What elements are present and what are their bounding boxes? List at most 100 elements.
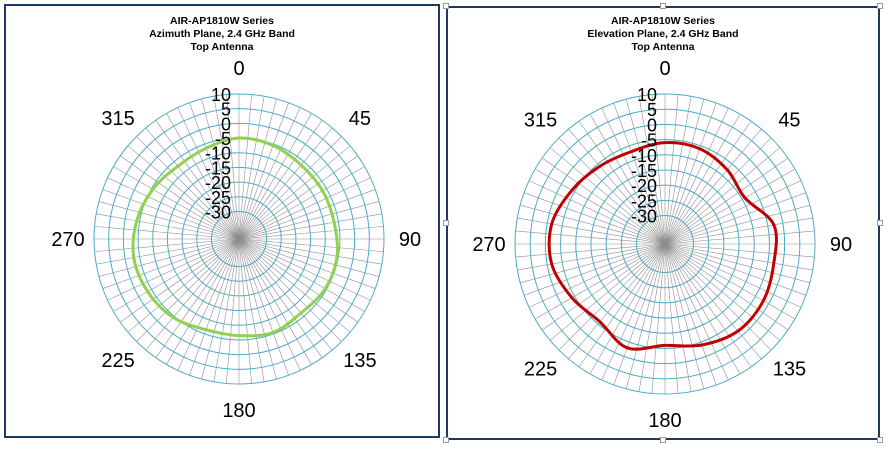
spoke-line [238,238,323,358]
spoke-line [541,243,666,331]
ring-gridlines [93,93,385,385]
angle-label: 90 [830,234,852,256]
chart-title: AIR-AP1810W Series [611,15,715,27]
radial-tick-label: -30 [205,202,231,222]
chart-subtitle-antenna: Top Antenna [190,41,254,53]
spoke-line [664,99,705,245]
resize-handle-left[interactable] [443,220,449,226]
spoke-line [201,98,240,240]
ring-line [210,210,268,268]
spoke-line [107,238,240,301]
spoke-line [664,243,802,308]
radial-tick-label: 5 [221,100,231,120]
resize-handle-right[interactable] [877,220,883,226]
spoke-line [664,120,752,245]
spoke-line [155,238,240,358]
spoke-line [98,238,240,277]
polar-svg: 1050-5-10-15-20-25-300459013518022527031… [51,58,421,422]
spoke-line [238,107,301,240]
radial-tick-label: 0 [647,115,657,135]
spoke-line [578,120,666,245]
spoke-line [127,145,240,240]
spoke-line [664,137,772,245]
spoke-line [664,243,717,386]
spoke-line [145,238,240,351]
spoke-line [238,238,351,333]
spoke-line [568,128,666,245]
spoke-line [226,238,240,384]
chart-title: AIR-AP1810W Series [170,15,274,27]
spoke-line [664,243,729,381]
spoke-line [238,98,277,240]
spoke-line [238,238,333,351]
spoke-line [145,127,240,240]
ring-line [605,184,725,304]
spoke-line [625,243,666,389]
spoke-line [613,102,666,245]
spoke-line [94,238,240,252]
angle-label: 270 [51,229,84,251]
ring-line [620,199,710,289]
ring-gridlines [514,93,816,395]
spoke-line [664,168,796,245]
radial-tick-label: -30 [631,207,657,227]
spoke-line [664,96,692,245]
radial-tick-label: -10 [205,144,231,164]
spoke-line [568,243,666,360]
spoke-line [238,238,252,384]
spoke-line [515,230,666,245]
spoke-line [166,238,240,365]
angle-label: 180 [222,400,255,422]
ring-line [514,93,816,395]
resize-handle-bottom-left[interactable] [443,437,449,443]
angle-label: 0 [659,58,670,80]
spoke-line [589,113,666,245]
spoke-line [664,243,796,320]
series-line [131,136,340,338]
ring-line [529,108,801,380]
spoke-line [238,238,365,312]
polar-svg: 1050-5-10-15-20-25-300459013518022527031… [472,58,852,432]
spoke-line [613,243,666,386]
resize-handle-bottom-right[interactable] [877,437,883,443]
radial-tick-label: -15 [205,158,231,178]
spoke-line [177,107,240,240]
spoke-line [213,96,240,240]
spoke-line [238,177,371,240]
radial-gridlines [94,94,384,384]
spoke-line [664,243,679,394]
spoke-line [534,168,666,245]
radial-gridlines [515,94,815,394]
spoke-line [238,226,384,240]
spoke-line [226,94,240,240]
angle-label: 315 [524,110,557,132]
spoke-line [664,147,781,245]
spoke-line [238,238,380,277]
spoke-line [664,243,813,271]
resize-handle-top-right[interactable] [877,3,883,9]
spoke-line [664,113,741,245]
ring-line [166,166,312,312]
ring-line [636,215,694,273]
spoke-line [664,243,810,284]
angle-label: 45 [349,108,371,130]
spoke-line [664,243,815,258]
spoke-line [528,180,666,245]
chart-subtitle-plane: Elevation Plane, 2.4 GHz Band [587,28,739,40]
resize-handle-bottom[interactable] [660,437,666,443]
spoke-line [136,238,240,342]
angle-label: 135 [343,350,376,372]
spoke-line [238,238,384,252]
spoke-line [127,238,240,333]
spoke-line [238,238,289,376]
spoke-line [238,166,365,240]
radial-tick-label: -25 [205,188,231,208]
spoke-line [625,99,666,245]
angle-label: 315 [101,108,134,130]
resize-handle-top[interactable] [660,3,666,9]
spoke-line [664,128,762,245]
ring-line [544,123,786,365]
ring-line [590,169,740,319]
resize-handle-top-left[interactable] [443,3,449,9]
spoke-line [238,238,301,371]
